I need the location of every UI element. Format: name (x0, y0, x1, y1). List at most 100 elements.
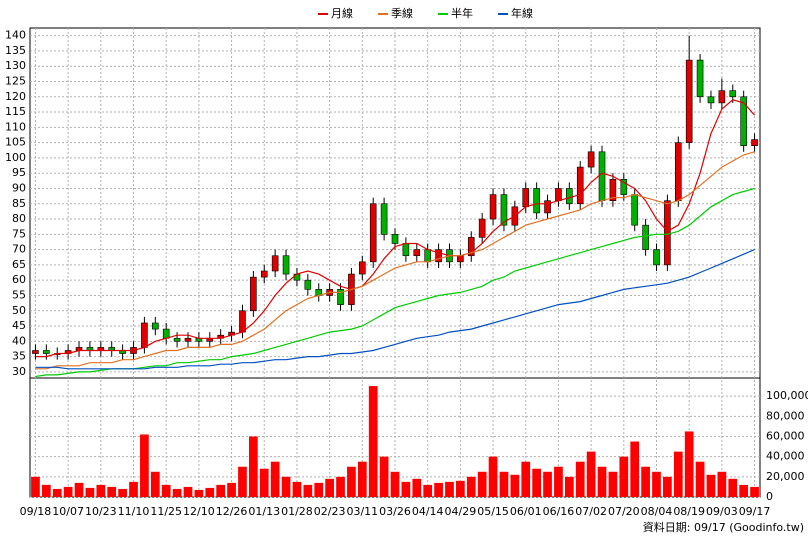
volume-bar (96, 484, 106, 497)
x-tick-label: 11/25 (150, 505, 182, 518)
candle-body (151, 322, 159, 330)
volume-bar (379, 456, 389, 497)
ma-line (35, 187, 755, 378)
volume-bar (543, 471, 552, 497)
volume-bar (477, 471, 487, 497)
candle-body (500, 194, 508, 226)
volume-bar (652, 471, 661, 497)
x-tick-label: 12/10 (183, 505, 215, 518)
legend-label: 季線 (391, 6, 413, 20)
y-tick-label: 85 (12, 197, 26, 210)
volume-bar (390, 471, 400, 497)
y-tick-label: 35 (12, 350, 26, 363)
y-tick-label: 30 (12, 365, 26, 378)
y-tick-label: 120 (5, 90, 26, 103)
volume-bar (161, 484, 171, 497)
volume-bar (107, 486, 117, 497)
x-tick-label: 01/28 (281, 505, 313, 518)
volume-bar (630, 441, 640, 497)
x-tick-label: 03/26 (379, 505, 411, 518)
volume-bar (750, 486, 759, 497)
candle-body (32, 350, 39, 354)
y-tick-label: 80 (12, 212, 26, 225)
y-tick-label: 75 (12, 227, 26, 240)
legend-label: 半年 (451, 6, 473, 20)
y-tick-label: 115 (5, 105, 26, 118)
y2-tick-label: 20,000 (766, 470, 805, 483)
x-tick-label: 11/10 (118, 505, 150, 518)
volume-bar (194, 489, 204, 497)
candle-body (184, 337, 192, 342)
volume-bar (554, 466, 563, 497)
volume-bar (52, 488, 62, 497)
y2-tick-label: 0 (766, 490, 773, 503)
x-tick-label: 01/13 (248, 505, 280, 518)
volume-bar (510, 474, 520, 497)
y-tick-label: 90 (12, 181, 26, 194)
volume-bar (325, 478, 334, 497)
volume-bar (368, 386, 378, 497)
candle-body (359, 261, 366, 275)
volume-bar (238, 466, 247, 497)
x-tick-label: 09/03 (706, 505, 738, 518)
legend-label: 年線 (511, 6, 533, 20)
x-tick-label: 12/26 (216, 505, 248, 518)
candle-body (391, 234, 399, 244)
volume-bar (336, 476, 345, 497)
volume-bar (63, 486, 73, 497)
footer-note: 資料日期: 09/17 (Goodinfo.tw) (643, 520, 804, 534)
volume-bar (608, 471, 618, 497)
volume-bar (619, 456, 629, 497)
volume-bar (423, 484, 433, 497)
volume-bar (118, 488, 127, 497)
candle-body (587, 151, 595, 168)
volume-bar (684, 431, 694, 497)
x-tick-label: 04/14 (412, 505, 444, 518)
candle-body (522, 188, 530, 208)
y-tick-label: 105 (5, 136, 26, 149)
volume-bar (488, 456, 498, 497)
ma-line (35, 99, 756, 358)
candle-body (566, 188, 573, 205)
candle-body (369, 203, 377, 263)
volume-bar (357, 461, 367, 497)
volume-bar (31, 476, 40, 497)
ma-line (35, 249, 755, 370)
y2-tick-label: 80,000 (766, 409, 805, 422)
candle-body (631, 194, 639, 226)
volume-bar (466, 476, 476, 497)
candle-body (250, 276, 257, 312)
candle-body (304, 279, 312, 290)
x-tick-label: 07/02 (575, 505, 607, 518)
candle-body (729, 90, 737, 98)
y-tick-label: 70 (12, 243, 26, 256)
plot-frame (29, 27, 761, 498)
volume-bar (739, 484, 749, 497)
volume-bar (673, 451, 683, 497)
candle-body (457, 255, 464, 263)
x-tick-label: 07/20 (608, 505, 640, 518)
legend-label: 月線 (331, 6, 353, 20)
candle-body (402, 243, 410, 257)
volume-bar (140, 434, 149, 497)
candle-body (271, 255, 279, 272)
volume-bar (205, 487, 215, 497)
volume-bar (499, 471, 509, 497)
volume-bar (564, 476, 574, 497)
y-tick-label: 45 (12, 319, 26, 332)
volume-bar (521, 461, 531, 497)
y-tick-label: 130 (5, 59, 26, 72)
y-tick-label: 100 (5, 151, 26, 164)
volume-bar (412, 478, 422, 497)
candle-body (424, 249, 431, 263)
candle-body (380, 203, 388, 235)
x-tick-label: 09/17 (739, 505, 771, 518)
candle-body (533, 188, 540, 214)
candle-body (544, 200, 551, 214)
x-tick-label: 08/04 (641, 505, 673, 518)
y-tick-label: 65 (12, 258, 26, 271)
candle-body (718, 90, 726, 104)
candle-body (685, 59, 693, 143)
volume-bar (216, 484, 226, 497)
